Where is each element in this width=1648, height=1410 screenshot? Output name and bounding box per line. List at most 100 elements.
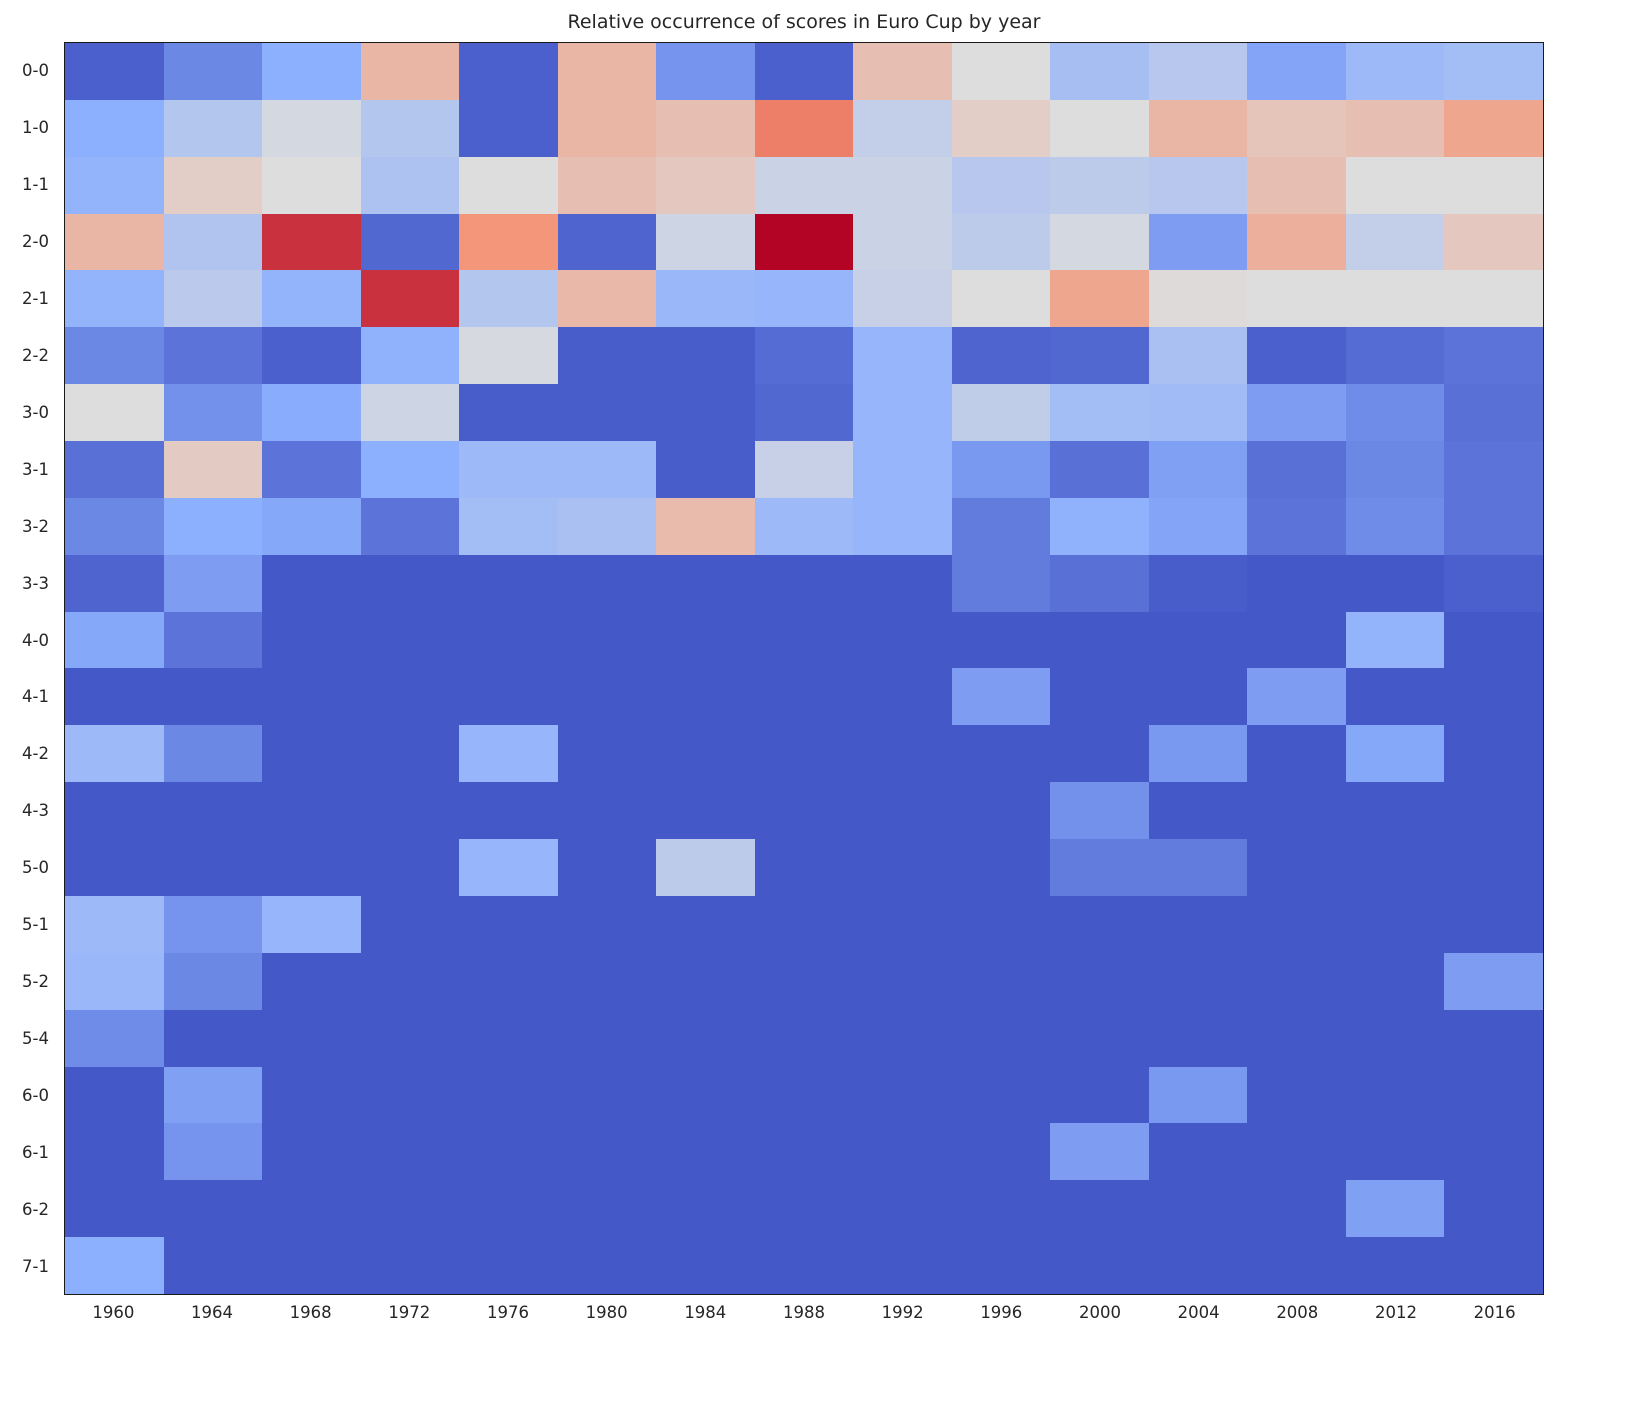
- heatmap-cell: [1444, 1123, 1543, 1181]
- heatmap-cell: [1148, 1066, 1248, 1124]
- heatmap-cell: [1148, 554, 1248, 612]
- heatmap-cell: [1050, 156, 1149, 214]
- x-tick-label: 1960: [92, 1303, 135, 1322]
- heatmap-cell: [754, 270, 854, 328]
- heatmap-cell: [163, 213, 263, 271]
- x-tick-label: 1980: [585, 1303, 628, 1322]
- heatmap-cell: [853, 839, 952, 896]
- heatmap-cell: [951, 1180, 1051, 1238]
- heatmap-cell: [951, 43, 1051, 100]
- heatmap-cell: [1050, 839, 1149, 896]
- heatmap-cell: [1050, 497, 1149, 555]
- heatmap-cell: [1444, 441, 1543, 498]
- heatmap-cell: [951, 782, 1051, 840]
- heatmap-cell: [1247, 611, 1346, 669]
- y-tick-label: 3-0: [22, 402, 49, 422]
- heatmap-cell: [557, 384, 657, 442]
- heatmap-cell: [557, 668, 657, 726]
- heatmap-cell: [557, 1009, 657, 1067]
- heatmap-cell: [1444, 611, 1543, 669]
- heatmap-cell: [1050, 43, 1149, 100]
- heatmap-cell: [1247, 43, 1346, 100]
- y-tick-label: 2-0: [22, 231, 49, 251]
- heatmap-cell: [1050, 895, 1149, 953]
- heatmap-cell: [1345, 497, 1445, 555]
- heatmap-cell: [951, 1237, 1051, 1294]
- heatmap-cell: [951, 1066, 1051, 1124]
- plot-area: [64, 42, 1544, 1295]
- heatmap-cell: [1444, 1180, 1543, 1238]
- heatmap-cell: [1444, 839, 1543, 896]
- heatmap-cell: [459, 441, 558, 498]
- heatmap-cell: [360, 1009, 460, 1067]
- heatmap-cell: [1247, 497, 1346, 555]
- heatmap-cell: [951, 895, 1051, 953]
- heatmap-cell: [65, 1237, 164, 1294]
- x-tick-label: 1964: [190, 1303, 233, 1322]
- heatmap-cell: [360, 895, 460, 953]
- heatmap-cell: [1050, 725, 1149, 783]
- heatmap-cell: [754, 441, 854, 498]
- heatmap-cell: [163, 1123, 263, 1181]
- heatmap-cell: [656, 1009, 755, 1067]
- heatmap-cell: [557, 43, 657, 100]
- heatmap-cell: [951, 839, 1051, 896]
- heatmap-cell: [754, 839, 854, 896]
- heatmap-cell: [1247, 213, 1346, 271]
- heatmap-cell: [65, 839, 164, 896]
- heatmap-cell: [1247, 668, 1346, 726]
- heatmap-cell: [853, 668, 952, 726]
- heatmap-cell: [1444, 43, 1543, 100]
- heatmap-cell: [65, 952, 164, 1010]
- heatmap-cell: [1050, 611, 1149, 669]
- heatmap-cell: [1345, 1009, 1445, 1067]
- heatmap-cell: [853, 270, 952, 328]
- heatmap-cell: [262, 99, 361, 157]
- heatmap-cell: [853, 327, 952, 385]
- x-tick-label: 1968: [289, 1303, 332, 1322]
- heatmap-cell: [1345, 1123, 1445, 1181]
- heatmap-cell: [754, 1009, 854, 1067]
- heatmap-cell: [951, 1123, 1051, 1181]
- heatmap-cell: [163, 384, 263, 442]
- heatmap-cell: [360, 43, 460, 100]
- heatmap-cell: [262, 1066, 361, 1124]
- heatmap-cell: [1345, 668, 1445, 726]
- heatmap-cell: [557, 99, 657, 157]
- heatmap-cell: [656, 1066, 755, 1124]
- heatmap-cell: [1345, 839, 1445, 896]
- heatmap-cell: [65, 43, 164, 100]
- heatmap-cell: [459, 611, 558, 669]
- heatmap-cell: [459, 497, 558, 555]
- heatmap-cell: [754, 1180, 854, 1238]
- heatmap-cell: [262, 1237, 361, 1294]
- heatmap-cell: [656, 782, 755, 840]
- heatmap-cell: [1050, 1123, 1149, 1181]
- heatmap-cell: [360, 441, 460, 498]
- heatmap-cell: [754, 895, 854, 953]
- heatmap-cell: [1345, 327, 1445, 385]
- heatmap-cell: [1345, 1066, 1445, 1124]
- y-tick-label: 6-0: [22, 1086, 49, 1106]
- heatmap-cell: [754, 213, 854, 271]
- heatmap-cell: [853, 554, 952, 612]
- x-tick-label: 1992: [881, 1303, 924, 1322]
- heatmap-cell: [360, 270, 460, 328]
- heatmap-cell: [951, 952, 1051, 1010]
- heatmap-cell: [1148, 668, 1248, 726]
- heatmap-cell: [853, 725, 952, 783]
- heatmap-cell: [754, 1066, 854, 1124]
- heatmap-cell: [1345, 213, 1445, 271]
- heatmap-cell: [951, 213, 1051, 271]
- heatmap-cell: [1148, 952, 1248, 1010]
- heatmap-cell: [262, 441, 361, 498]
- heatmap-cell: [163, 156, 263, 214]
- heatmap-cell: [754, 611, 854, 669]
- heatmap-cell: [656, 1180, 755, 1238]
- heatmap-cell: [656, 554, 755, 612]
- heatmap-cell: [853, 895, 952, 953]
- x-tick-label: 2016: [1473, 1303, 1516, 1322]
- heatmap-cell: [1247, 99, 1346, 157]
- heatmap-cell: [360, 213, 460, 271]
- heatmap-cell: [163, 554, 263, 612]
